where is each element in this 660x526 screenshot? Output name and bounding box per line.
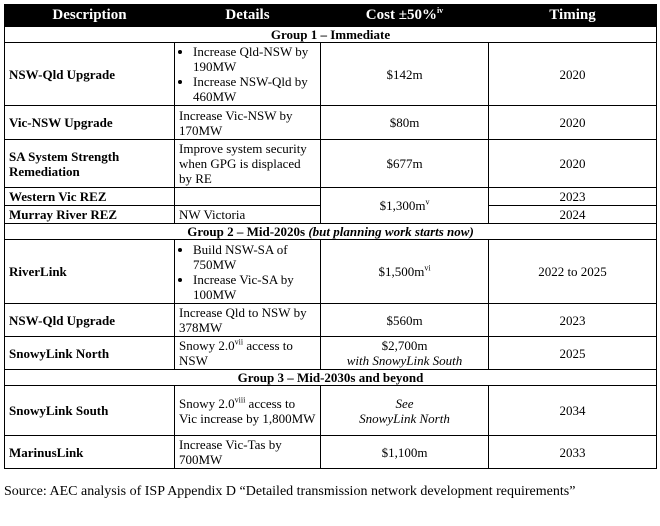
row-description: NSW-Qld Upgrade <box>4 303 175 337</box>
group-subtitle: (but planning work starts now) <box>308 224 474 239</box>
table-row: MarinusLink Increase Vic-Tas by 700MW $1… <box>4 435 657 469</box>
row-cost: $1,100m <box>320 435 489 469</box>
header-timing: Timing <box>488 4 657 27</box>
header-details: Details <box>174 4 321 27</box>
row-timing: 2024 <box>488 205 657 224</box>
row-description: SA System Strength Remediation <box>4 139 175 188</box>
table-row: NSW-Qld Upgrade Increase Qld-NSW by 190M… <box>4 42 657 106</box>
row-description: MarinusLink <box>4 435 175 469</box>
table-row: Vic-NSW Upgrade Increase Vic-NSW by 170M… <box>4 105 657 140</box>
table-row: SnowyLink South Snowy 2.0viii access to … <box>4 385 657 436</box>
row-cost: $1,300mv <box>320 187 489 224</box>
row-details: Increase Qld-NSW by 190MW Increase NSW-Q… <box>174 42 321 106</box>
row-details: Build NSW-SA of 750MW Increase Vic-SA by… <box>174 239 321 304</box>
group-title: Group 1 – Immediate <box>4 26 657 43</box>
row-description: Western Vic REZ <box>4 187 175 206</box>
row-description: NSW-Qld Upgrade <box>4 42 175 106</box>
details-list: Increase Qld-NSW by 190MW Increase NSW-Q… <box>179 44 316 104</box>
row-description: Murray River REZ <box>4 205 175 224</box>
row-cost-see: See <box>395 395 414 411</box>
row-description: Vic-NSW Upgrade <box>4 105 175 140</box>
header-cost-label: Cost ±50% <box>365 7 437 23</box>
row-description: SnowyLink South <box>4 385 175 436</box>
row-cost: $142m <box>320 42 489 106</box>
group-title: Group 3 – Mid-2030s and beyond <box>4 369 657 386</box>
row-cost-note: v <box>425 197 430 207</box>
row-details: Increase Qld to NSW by 378MW <box>174 303 321 337</box>
table-row: SnowyLink North Snowy 2.0vii access to N… <box>4 336 657 370</box>
row-cost: $560m <box>320 303 489 337</box>
group-row: Group 2 – Mid-2020s (but planning work s… <box>4 223 657 240</box>
row-timing: 2034 <box>488 385 657 436</box>
row-timing: 2020 <box>488 139 657 188</box>
group-row: Group 3 – Mid-2030s and beyond <box>4 369 657 386</box>
row-timing: 2025 <box>488 336 657 370</box>
row-timing: 2022 to 2025 <box>488 239 657 304</box>
table-row: NSW-Qld Upgrade Increase Qld to NSW by 3… <box>4 303 657 337</box>
row-cost-value: $1,500m <box>378 264 425 279</box>
row-timing: 2023 <box>488 303 657 337</box>
row-cost: $80m <box>320 105 489 140</box>
row-cost-ref: SnowyLink North <box>359 410 450 426</box>
row-cost-value: $1,300m <box>379 198 426 213</box>
details-list-item: Increase Qld-NSW by 190MW <box>193 44 316 74</box>
group-title-text: Group 3 – Mid-2030s and beyond <box>237 370 424 385</box>
table-row: RiverLink Build NSW-SA of 750MW Increase… <box>4 239 657 304</box>
details-list-item: Build NSW-SA of 750MW <box>193 242 316 272</box>
row-details: Snowy 2.0vii access to NSW <box>174 336 321 370</box>
details-text: Snowy 2.0 <box>179 395 235 411</box>
row-timing: 2033 <box>488 435 657 469</box>
details-text: access to NSW <box>179 338 293 368</box>
details-list-item: Increase Vic-SA by 100MW <box>193 272 316 302</box>
row-timing: 2020 <box>488 42 657 106</box>
row-description: RiverLink <box>4 239 175 304</box>
header-cost: Cost ±50%iv <box>320 4 489 27</box>
details-text: Snowy 2.0 <box>179 338 235 353</box>
row-cost: $2,700m with SnowyLink South <box>320 336 489 370</box>
details-text: access to Vic increase by 1,800MW <box>179 395 316 426</box>
row-cost-subtext: with SnowyLink South <box>346 353 463 368</box>
details-note: vii <box>234 337 244 347</box>
header-cost-note: iv <box>436 6 444 15</box>
row-cost-note: vi <box>424 263 431 273</box>
details-list: Build NSW-SA of 750MW Increase Vic-SA by… <box>179 242 316 302</box>
row-timing: 2020 <box>488 105 657 140</box>
details-note: viii <box>234 395 246 405</box>
row-cost: See SnowyLink North <box>320 385 489 436</box>
transmission-projects-table: Description Details Cost ±50%iv Timing G… <box>4 4 657 469</box>
group-title: Group 2 – Mid-2020s (but planning work s… <box>4 223 657 240</box>
details-list-item: Increase NSW-Qld by 460MW <box>193 74 316 104</box>
row-details: Increase Vic-Tas by 700MW <box>174 435 321 469</box>
row-cost-value: $2,700m <box>381 338 428 353</box>
row-details: NW Victoria <box>174 205 321 224</box>
row-cost: $677m <box>320 139 489 188</box>
header-description: Description <box>4 4 175 27</box>
row-description: SnowyLink North <box>4 336 175 370</box>
group-title-text: Group 2 – Mid-2020s <box>187 224 306 239</box>
row-details: Increase Vic-NSW by 170MW <box>174 105 321 140</box>
group-row: Group 1 – Immediate <box>4 26 657 43</box>
row-cost: $1,500mvi <box>320 239 489 304</box>
row-timing: 2023 <box>488 187 657 206</box>
table-row: Western Vic REZ $1,300mv 2023 <box>4 187 657 224</box>
table-row: SA System Strength Remediation Improve s… <box>4 139 657 188</box>
source-note: Source: AEC analysis of ISP Appendix D “… <box>4 484 576 499</box>
row-details: Improve system security when GPG is disp… <box>174 139 321 188</box>
group-title-text: Group 1 – Immediate <box>270 27 391 42</box>
row-details: Snowy 2.0viii access to Vic increase by … <box>174 385 321 436</box>
table-header-row: Description Details Cost ±50%iv Timing <box>4 4 657 27</box>
row-details <box>174 187 321 206</box>
